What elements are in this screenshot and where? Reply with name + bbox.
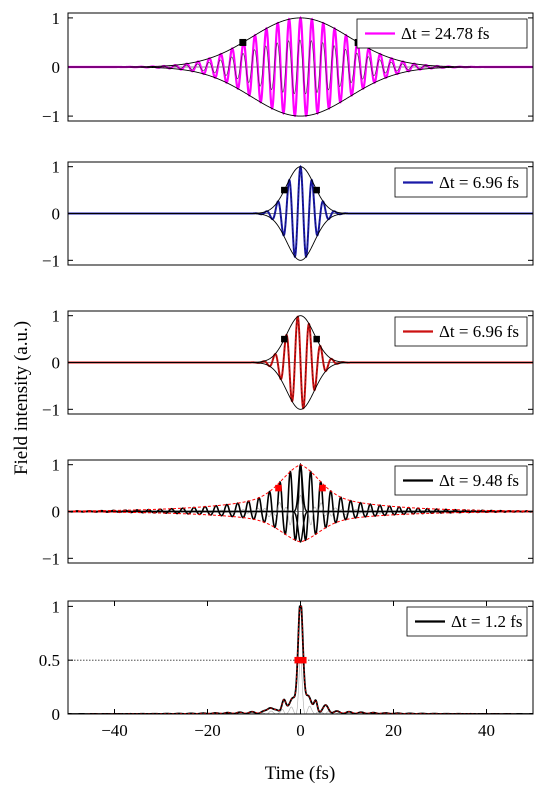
x-tick-label: 0: [296, 721, 305, 740]
plot-area: [68, 315, 533, 410]
lower-envelope: [68, 213, 533, 261]
legend: Δt = 1.2 fs: [406, 606, 528, 637]
half-max-marker-1: [281, 186, 288, 194]
panel-4: −1 0 1 Δt = 9.48 fs: [42, 456, 534, 568]
legend-label: Δt = 6.96 fs: [439, 173, 519, 192]
legend-label: Δt = 24.78 fs: [401, 24, 490, 43]
half-max-marker-2: [313, 335, 320, 343]
y-tick-label: 0: [52, 503, 61, 522]
x-tick-label: −20: [194, 721, 221, 740]
y-tick-label: 0: [52, 58, 61, 77]
x-tick-label: 20: [385, 721, 402, 740]
upper-envelope: [68, 17, 533, 68]
legend: Δt = 24.78 fs: [356, 18, 528, 49]
half-max-marker-1: [239, 38, 247, 46]
y-tick-label: −1: [42, 549, 60, 568]
panel-3: −1 0 1 Δt = 6.96 fs: [42, 307, 534, 419]
central-spike-neg: [68, 510, 533, 543]
panel-1: −1 0 1 Δt = 24.78 fs: [42, 9, 534, 126]
legend: Δt = 6.96 fs: [394, 167, 528, 198]
x-tick-label: −40: [101, 721, 128, 740]
y-tick-label: 1: [52, 307, 61, 326]
legend-label: Δt = 6.96 fs: [439, 322, 519, 341]
y-tick-label: 0: [52, 354, 61, 373]
half-max-marker-1: [294, 656, 301, 664]
y-tick-label: 1: [52, 158, 61, 177]
half-max-marker-1: [281, 335, 288, 343]
legend: Δt = 6.96 fs: [394, 316, 528, 347]
y-axis-label: Field intensity (a.u.): [11, 321, 32, 475]
x-axis-label: Time (fs): [265, 763, 336, 784]
y-tick-label: 1: [52, 9, 61, 28]
panel-5: 0 0.5 1 −40 −20 0 20 40 Δt = 1.2 fs: [39, 597, 534, 740]
y-tick-label: −1: [42, 107, 60, 126]
half-max-marker-2: [313, 186, 320, 194]
lower-envelope: [68, 511, 533, 543]
y-tick-label: −1: [42, 251, 60, 270]
x-tick-label: 40: [478, 721, 495, 740]
legend: Δt = 9.48 fs: [394, 465, 528, 496]
lower-envelope: [68, 362, 533, 410]
y-tick-label: 1: [52, 456, 61, 475]
half-max-marker-1: [275, 484, 282, 492]
lower-envelope: [68, 66, 533, 117]
y-tick-label: 1: [52, 597, 61, 616]
y-tick-label: −1: [42, 400, 60, 419]
upper-envelope: [68, 464, 533, 512]
half-max-marker-2: [319, 484, 326, 492]
half-max-marker-2: [300, 656, 307, 664]
y-tick-label: 0.5: [39, 651, 60, 670]
inner-trace: [68, 659, 533, 714]
panel-2: −1 0 1 Δt = 6.96 fs: [42, 158, 534, 270]
panels: −1 0 1 Δt = 24.78 fs −1 0 1 Δt = 6.96 fs −1 0 1 Δt …: [39, 9, 534, 740]
y-tick-label: 0: [52, 205, 61, 224]
plot-area: [68, 15, 533, 118]
plot-area: [68, 164, 533, 261]
legend-label: Δt = 1.2 fs: [451, 612, 523, 631]
y-tick-label: 0: [52, 705, 61, 724]
legend-label: Δt = 9.48 fs: [439, 471, 519, 490]
plot-area: [68, 462, 533, 543]
